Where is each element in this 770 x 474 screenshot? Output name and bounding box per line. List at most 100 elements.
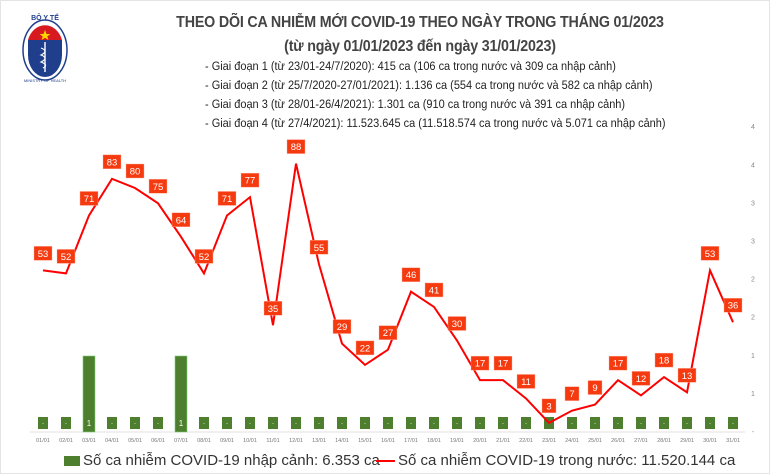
x-tick-label: 30/01 bbox=[703, 438, 717, 444]
line-data-label: 55 bbox=[314, 243, 325, 254]
bar-imported-zero bbox=[429, 417, 439, 429]
bar-imported-zero bbox=[567, 417, 577, 429]
x-tick-label: 05/01 bbox=[128, 438, 142, 444]
line-label-box bbox=[171, 212, 191, 228]
bar-data-label: - bbox=[433, 421, 435, 427]
bar-imported-zero bbox=[337, 417, 347, 429]
line-label-box bbox=[654, 352, 674, 368]
line-domestic bbox=[42, 163, 734, 425]
line-data-label: 35 bbox=[268, 304, 279, 315]
bar-data-label: - bbox=[525, 421, 527, 427]
bar-data-label: - bbox=[594, 421, 596, 427]
line-data-label: 52 bbox=[61, 252, 72, 263]
line-label-box bbox=[33, 246, 53, 261]
right-axis-tick: 1 bbox=[751, 391, 755, 398]
line-data-label: 88 bbox=[291, 142, 302, 153]
line-label-box bbox=[332, 319, 352, 334]
line-data-label: 30 bbox=[452, 319, 463, 330]
line-label-box bbox=[587, 380, 603, 395]
bar-imported-zero bbox=[590, 417, 600, 429]
line-label-box bbox=[677, 368, 697, 383]
line-label-box bbox=[700, 246, 720, 261]
line-data-label: 22 bbox=[360, 343, 371, 354]
bar-data-label: - bbox=[617, 421, 619, 427]
line-label-box bbox=[564, 386, 580, 401]
line-data-label: 17 bbox=[498, 359, 509, 370]
x-tick-label: 13/01 bbox=[312, 438, 326, 444]
bar-data-label: - bbox=[111, 421, 113, 427]
bar-data-label: - bbox=[663, 421, 665, 427]
line-data-label: 83 bbox=[107, 157, 118, 168]
legend-domestic: Số ca nhiễm COVID-19 trong nước: 11.520.… bbox=[376, 452, 735, 469]
bar-imported-zero bbox=[383, 417, 393, 429]
x-tick-label: 22/01 bbox=[519, 438, 533, 444]
bar-imported-zero bbox=[130, 417, 140, 429]
bar-imported-zero bbox=[153, 417, 163, 429]
line-data-label: 17 bbox=[475, 359, 486, 370]
right-axis-tick: 3 bbox=[751, 200, 755, 207]
bar-imported-zero bbox=[682, 417, 692, 429]
bar-label-box bbox=[176, 417, 186, 429]
chart-subtitle: (từ ngày 01/01/2023 đến ngày 31/01/2023) bbox=[284, 38, 556, 55]
x-tick-label: 12/01 bbox=[289, 438, 303, 444]
x-tick-label: 17/01 bbox=[404, 438, 418, 444]
bar-data-label: - bbox=[571, 421, 573, 427]
line-data-label: 53 bbox=[705, 249, 716, 260]
phase-2: - Giai đoạn 2 (từ 25/7/2020-27/01/2021):… bbox=[205, 78, 653, 92]
bar-imported-zero bbox=[728, 417, 738, 429]
x-tick-label: 08/01 bbox=[197, 438, 211, 444]
x-tick-label: 14/01 bbox=[335, 438, 349, 444]
right-axis-tick: - bbox=[752, 429, 755, 436]
legend-imported: Số ca nhiễm COVID-19 nhập cảnh: 6.353 ca bbox=[64, 452, 380, 469]
x-tick-label: 19/01 bbox=[450, 438, 464, 444]
bar-imported bbox=[174, 355, 188, 433]
bar-data-label: - bbox=[732, 421, 734, 427]
bar-data-label: - bbox=[272, 421, 274, 427]
line-data-label: 7 bbox=[569, 389, 574, 400]
right-axis-tick: 2 bbox=[751, 277, 755, 284]
bar-imported-zero bbox=[613, 417, 623, 429]
x-tick-label: 09/01 bbox=[220, 438, 234, 444]
bar-imported-zero bbox=[199, 417, 209, 429]
legend-bar-swatch bbox=[64, 455, 80, 466]
x-tick-label: 03/01 bbox=[82, 438, 96, 444]
bar-label-box bbox=[84, 417, 94, 429]
line-data-label: 3 bbox=[546, 401, 551, 412]
bar-imported-zero bbox=[636, 417, 646, 429]
line-label-box bbox=[516, 374, 536, 389]
bar-data-label: 1 bbox=[87, 419, 92, 428]
bar-data-label: - bbox=[203, 421, 205, 427]
bar-data-label: - bbox=[387, 421, 389, 427]
line-data-label: 52 bbox=[199, 252, 210, 263]
bar-data-label: - bbox=[249, 421, 251, 427]
line-label-box bbox=[541, 398, 557, 414]
x-tick-label: 23/01 bbox=[542, 438, 556, 444]
line-label-box bbox=[447, 316, 467, 331]
line-label-box bbox=[470, 355, 490, 371]
line-data-label: 71 bbox=[222, 194, 233, 205]
right-axis-tick: 1 bbox=[751, 353, 755, 360]
phase-1: - Giai đoạn 1 (từ 23/01-24/7/2020): 415 … bbox=[205, 59, 616, 73]
x-tick-label: 25/01 bbox=[588, 438, 602, 444]
bar-data-label: - bbox=[709, 421, 711, 427]
line-label-box bbox=[263, 301, 283, 316]
bar-data-label: - bbox=[341, 421, 343, 427]
x-tick-label: 10/01 bbox=[243, 438, 257, 444]
bar-data-label: - bbox=[640, 421, 642, 427]
bar-imported-zero bbox=[245, 417, 255, 429]
x-tick-label: 02/01 bbox=[59, 438, 73, 444]
bar-data-label: - bbox=[295, 421, 297, 427]
bar-imported-zero bbox=[705, 417, 715, 429]
bar-data-label: - bbox=[318, 421, 320, 427]
x-tick-label: 21/01 bbox=[496, 438, 510, 444]
line-label-box bbox=[493, 355, 513, 371]
bar-data-label: - bbox=[479, 421, 481, 427]
line-label-box bbox=[125, 163, 145, 179]
right-axis-tick: 2 bbox=[751, 315, 755, 322]
line-label-box bbox=[378, 325, 398, 340]
x-tick-label: 16/01 bbox=[381, 438, 395, 444]
line-label-box bbox=[217, 191, 237, 206]
x-tick-label: 31/01 bbox=[726, 438, 740, 444]
line-data-label: 41 bbox=[429, 285, 440, 296]
